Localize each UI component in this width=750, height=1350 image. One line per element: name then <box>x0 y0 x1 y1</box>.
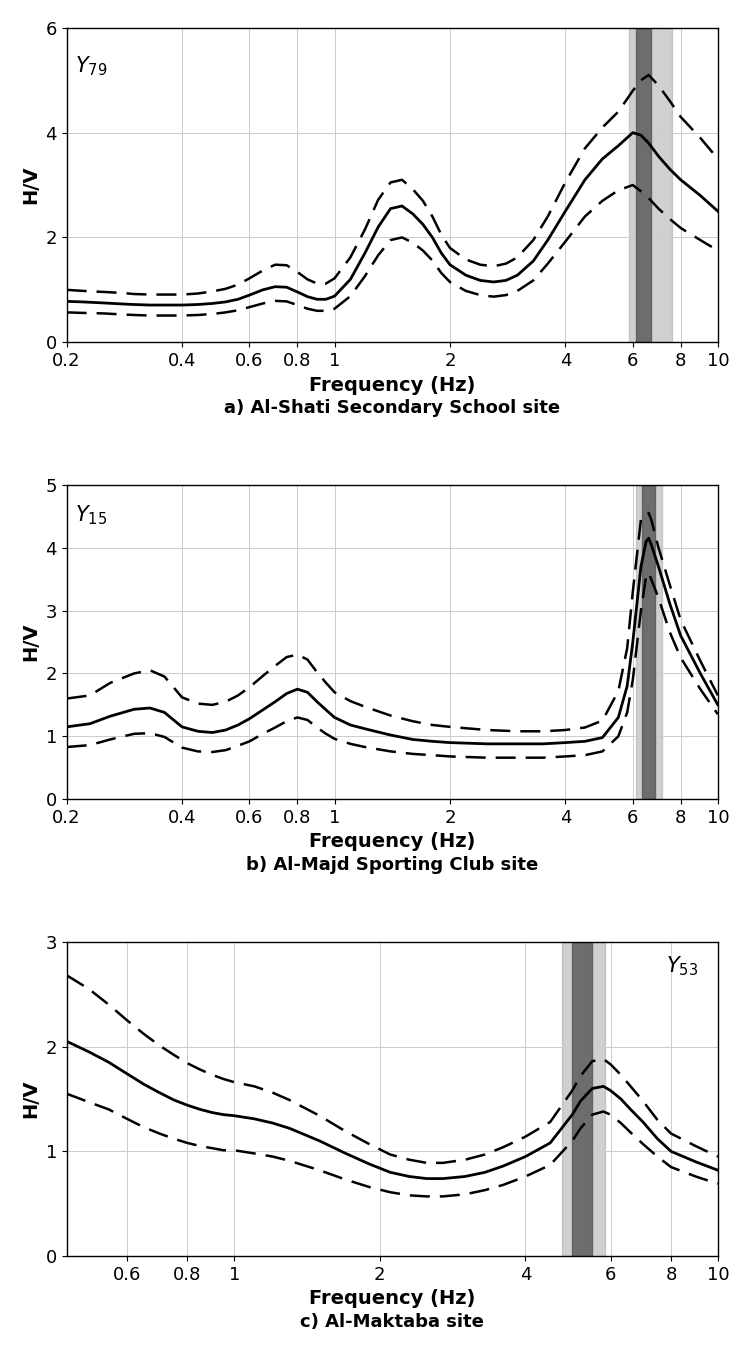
Y-axis label: H/V: H/V <box>21 622 40 662</box>
Y-axis label: H/V: H/V <box>21 166 40 204</box>
Text: $\mathit{Y}_{79}$: $\mathit{Y}_{79}$ <box>75 54 107 78</box>
Bar <box>642 485 655 799</box>
Bar <box>628 28 672 343</box>
Text: a) Al-Shati Secondary School site: a) Al-Shati Secondary School site <box>224 398 560 417</box>
Text: $\mathit{Y}_{15}$: $\mathit{Y}_{15}$ <box>75 504 106 528</box>
Y-axis label: H/V: H/V <box>21 1080 40 1118</box>
Bar <box>635 485 662 799</box>
Bar <box>572 942 592 1256</box>
X-axis label: Frequency (Hz): Frequency (Hz) <box>309 833 476 852</box>
X-axis label: Frequency (Hz): Frequency (Hz) <box>309 375 476 394</box>
Text: b) Al-Majd Sporting Club site: b) Al-Majd Sporting Club site <box>246 856 538 873</box>
Text: $\mathit{Y}_{53}$: $\mathit{Y}_{53}$ <box>666 954 698 977</box>
X-axis label: Frequency (Hz): Frequency (Hz) <box>309 1289 476 1308</box>
Bar <box>562 942 605 1256</box>
Bar <box>635 28 651 343</box>
Text: c) Al-Maktaba site: c) Al-Maktaba site <box>300 1312 484 1331</box>
